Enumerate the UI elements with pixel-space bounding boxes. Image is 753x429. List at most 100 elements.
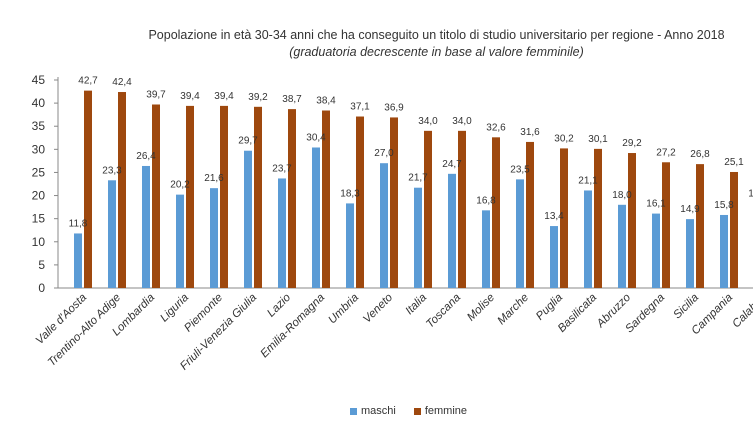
data-label-femmine: 36,9 [384, 102, 404, 113]
bar-femmine [492, 137, 500, 288]
bar-maschi [176, 194, 184, 288]
data-label-femmine: 30,1 [588, 134, 608, 145]
bar-femmine [390, 117, 398, 288]
data-label-maschi: 18,3 [340, 188, 360, 199]
legend-item-femmine: femmine [413, 405, 468, 417]
bar-femmine [628, 153, 636, 288]
bar-femmine [560, 148, 568, 288]
data-label-maschi: 27,0 [374, 148, 394, 159]
bar-femmine [730, 171, 738, 288]
x-tick-label: Marche [496, 292, 532, 328]
chart-title-note: (graduatoria decrescente in base al valo… [289, 45, 584, 59]
data-label-femmine: 31,6 [520, 127, 540, 138]
data-label-femmine: 39,4 [180, 91, 200, 102]
y-tick-label: 5 [38, 258, 45, 272]
data-label-maschi: 29,7 [238, 136, 258, 147]
x-tick-label: Molise [465, 292, 497, 324]
data-label-maschi: 21,7 [408, 173, 428, 184]
data-label-femmine: 34,0 [452, 116, 472, 127]
legend-swatch-maschi [350, 407, 357, 415]
bar-femmine [424, 130, 432, 288]
data-label-maschi: 23,3 [102, 165, 122, 176]
legend-swatch-femmine [413, 407, 421, 415]
legend-item-maschi: maschi [350, 405, 396, 417]
bar-femmine [84, 90, 92, 289]
bar-maschi [584, 190, 592, 288]
bar-femmine [696, 164, 704, 288]
bar-femmine [458, 130, 466, 288]
bar-maschi [244, 150, 252, 288]
bar-maschi [686, 219, 694, 288]
bar-femmine [356, 116, 364, 288]
data-label-maschi: 18,3 [748, 188, 753, 199]
chart-title-main: Popolazione in età 30-34 anni che ha con… [148, 28, 725, 42]
data-label-maschi: 21,1 [578, 175, 598, 186]
bar-femmine [594, 148, 602, 288]
bar-femmine [152, 104, 160, 289]
data-label-maschi: 18,0 [612, 190, 632, 201]
bar-maschi [278, 178, 286, 288]
bar-maschi [210, 188, 218, 288]
data-label-femmine: 29,2 [622, 138, 642, 149]
bar-maschi [720, 214, 728, 288]
bar-femmine [322, 110, 330, 288]
x-tick-label: Italia [403, 292, 429, 318]
y-tick-label: 10 [32, 235, 46, 249]
legend-label-femmine: femmine [424, 405, 468, 417]
data-label-femmine: 34,0 [418, 116, 438, 127]
data-label-maschi: 14,9 [680, 204, 700, 215]
data-label-maschi: 11,8 [69, 218, 88, 229]
data-label-femmine: 37,1 [350, 102, 370, 113]
bar-femmine [526, 141, 534, 288]
bar-maschi [346, 203, 354, 288]
bar-maschi [380, 163, 388, 288]
y-tick-label: 20 [32, 189, 46, 203]
data-label-femmine: 26,8 [690, 149, 710, 160]
y-tick-label: 35 [32, 119, 46, 133]
bar-maschi [618, 204, 626, 288]
y-tick-label: 0 [38, 281, 45, 295]
y-tick-label: 45 [32, 73, 46, 87]
bar-maschi [312, 147, 320, 288]
y-tick-label: 25 [32, 165, 46, 179]
data-label-femmine: 38,4 [316, 96, 336, 107]
y-tick-label: 15 [32, 212, 46, 226]
bar-maschi [482, 210, 490, 288]
chart-title: Popolazione in età 30-34 anni che ha con… [120, 27, 753, 61]
x-tick-label: Veneto [361, 291, 395, 325]
bar-maschi [550, 226, 558, 288]
legend: maschi femmine [350, 405, 467, 417]
data-label-femmine: 39,7 [146, 89, 166, 100]
bar-maschi [108, 180, 116, 288]
data-label-maschi: 13,4 [544, 211, 564, 222]
bar-maschi [414, 187, 422, 288]
x-tick-label: Toscana [424, 292, 463, 331]
x-tick-label: Emilia-Romagna [259, 292, 328, 361]
data-label-maschi: 16,1 [646, 199, 666, 210]
data-label-maschi: 20,2 [170, 180, 190, 191]
bar-femmine [662, 162, 670, 288]
data-label-femmine: 27,2 [656, 147, 676, 158]
data-label-maschi: 23,7 [272, 163, 292, 174]
y-tick-label: 40 [32, 96, 46, 110]
y-tick-label: 30 [32, 142, 46, 156]
data-label-maschi: 23,5 [510, 164, 530, 175]
bar-femmine [118, 92, 126, 288]
x-tick-label: Puglia [534, 292, 565, 323]
bar-maschi [652, 213, 660, 288]
data-label-maschi: 30,4 [306, 132, 326, 143]
bar-femmine [288, 109, 296, 289]
x-tick-label: Lazio [265, 291, 293, 319]
x-tick-label: Sicilia [671, 292, 701, 322]
x-tick-label: Umbria [326, 292, 361, 327]
data-label-maschi: 26,4 [136, 151, 156, 162]
data-label-femmine: 39,4 [214, 91, 234, 102]
data-label-femmine: 42,7 [78, 76, 98, 87]
bar-maschi [448, 173, 456, 288]
bar-maschi [516, 179, 524, 288]
bar-maschi [74, 233, 82, 288]
data-label-maschi: 24,7 [442, 159, 462, 170]
data-label-maschi: 16,8 [476, 195, 496, 206]
x-tick-label: Liguria [158, 292, 191, 325]
